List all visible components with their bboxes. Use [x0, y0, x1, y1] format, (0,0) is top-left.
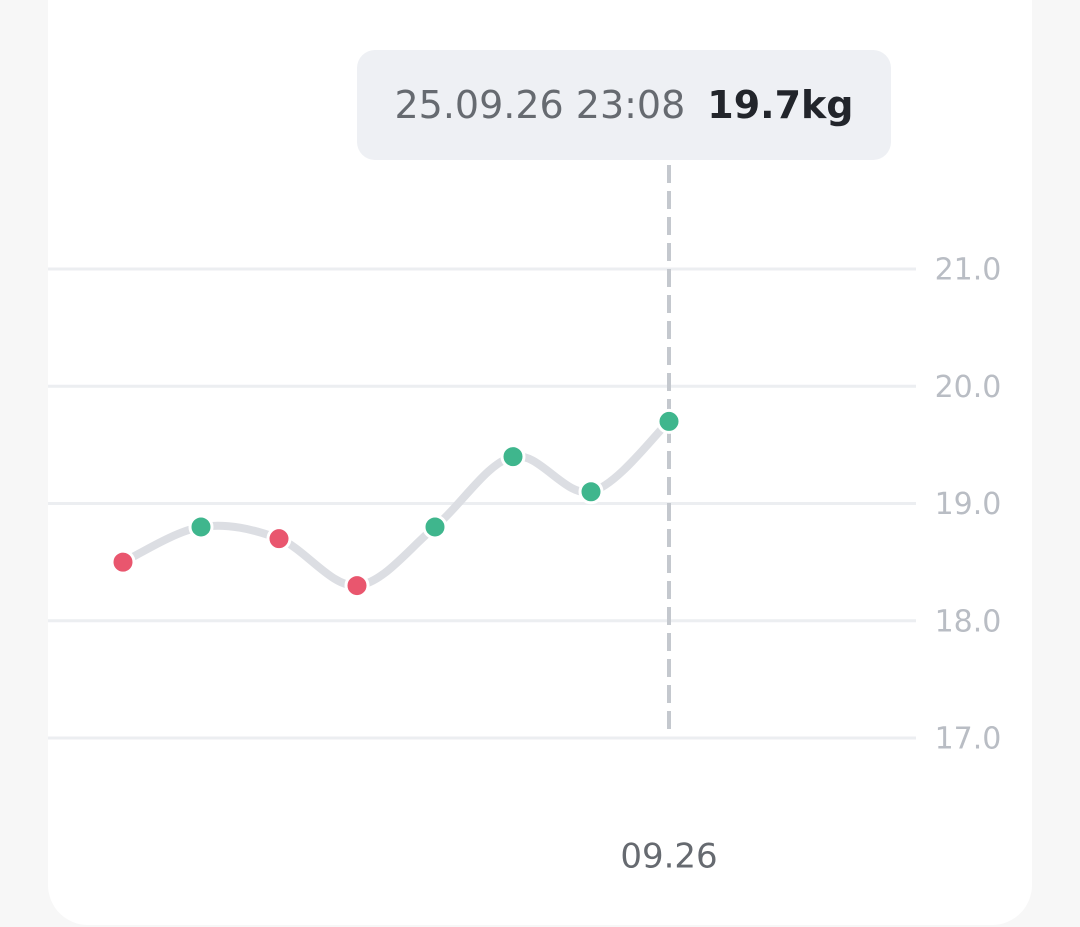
tooltip-date: 25.09.26 23:08: [394, 83, 685, 127]
tooltip: [357, 50, 891, 160]
point: [656, 408, 682, 434]
x-tick-label: 09.26: [620, 837, 717, 877]
point: [188, 514, 214, 540]
point: [344, 573, 370, 599]
point: [578, 479, 604, 505]
tooltip-text: 25.09.26 23:08 19.7kg: [394, 83, 853, 127]
y-tick-label: 17.0: [935, 722, 1002, 757]
y-tick-label: 18.0: [935, 604, 1002, 639]
point: [422, 514, 448, 540]
y-tick-label: 19.0: [935, 487, 1002, 522]
tooltip-value: 19.7kg: [707, 83, 853, 127]
y-tick-label: 20.0: [935, 370, 1002, 405]
point: [500, 444, 526, 470]
point: [266, 526, 292, 552]
point: [110, 549, 136, 575]
y-tick-label: 21.0: [935, 253, 1002, 288]
